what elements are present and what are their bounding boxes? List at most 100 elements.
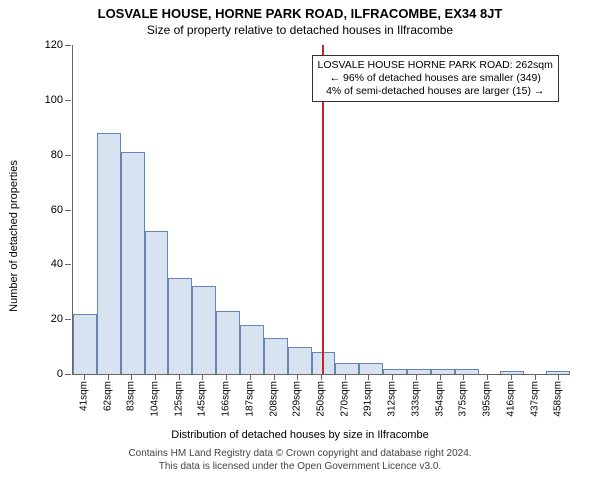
x-tick: 41sqm [72,375,96,417]
histogram-bar [264,338,288,374]
x-tick-mark [202,374,203,380]
x-tick: 312sqm [380,375,404,417]
histogram-bar [288,347,312,374]
histogram-bar [455,369,479,374]
x-tick: 250sqm [309,375,333,417]
footer-attribution: Contains HM Land Registry data © Crown c… [120,447,479,473]
histogram-bar [168,278,192,374]
x-tick-mark [226,374,227,380]
x-tick: 83sqm [119,375,143,417]
y-tick-label: 40 [51,258,63,270]
x-tick-mark [440,374,441,380]
x-tick: 354sqm [428,375,452,417]
callout-line-3: 4% of semi-detached houses are larger (1… [318,85,553,98]
x-ticks-group: 41sqm 62sqm 83sqm 104sqm 125sqm 145sqm 166sqm 1… [72,375,570,417]
y-tick-label: 60 [51,204,63,216]
x-tick: 187sqm [238,375,262,417]
x-tick-label: 83sqm [126,381,137,411]
y-axis-label: Number of detached properties [8,160,20,312]
histogram-bar [240,325,264,374]
x-tick-mark [321,374,322,380]
x-tick: 333sqm [404,375,428,417]
y-tick [65,155,71,156]
x-tick-label: 291sqm [363,381,374,417]
x-tick-label: 166sqm [221,381,232,417]
x-tick-mark [155,374,156,380]
x-tick: 125sqm [167,375,191,417]
x-tick-label: 395sqm [482,381,493,417]
y-tick-label: 20 [51,313,63,325]
x-tick-label: 416sqm [505,381,516,417]
x-tick-mark [179,374,180,380]
histogram-bar [359,363,383,374]
histogram-bar [500,371,524,374]
x-tick-label: 270sqm [339,381,350,417]
y-tick [65,264,71,265]
x-tick: 104sqm [143,375,167,417]
histogram-bar [73,314,97,374]
histogram-bar [407,369,431,374]
callout-box: LOSVALE HOUSE HORNE PARK ROAD: 262sqm ← … [312,55,559,102]
x-tick-label: 437sqm [529,381,540,417]
x-tick-label: 208sqm [268,381,279,417]
x-tick: 375sqm [452,375,476,417]
x-tick-mark [297,374,298,380]
plot-area: LOSVALE HOUSE HORNE PARK ROAD: 262sqm ← … [72,45,570,375]
x-tick-mark [274,374,275,380]
x-tick-mark [463,374,464,380]
y-tick [65,210,71,211]
footer-line-2: This data is licensed under the Open Gov… [128,460,471,473]
callout-line-1: LOSVALE HOUSE HORNE PARK ROAD: 262sqm [318,59,553,72]
y-tick [65,100,71,101]
x-tick-mark [131,374,132,380]
x-tick-label: 354sqm [434,381,445,417]
x-tick-mark [84,374,85,380]
y-tick [65,374,71,375]
x-tick: 437sqm [523,375,547,417]
y-tick [65,45,71,46]
x-tick-label: 41sqm [78,381,89,411]
x-tick-mark [345,374,346,380]
histogram-bar [312,352,336,374]
x-tick: 229sqm [285,375,309,417]
histogram-bar [121,152,145,374]
x-tick: 166sqm [214,375,238,417]
chart-subtitle: Size of property relative to detached ho… [147,23,453,37]
x-tick: 62sqm [96,375,120,417]
x-tick: 208sqm [262,375,286,417]
histogram-bar [383,369,407,374]
x-tick-label: 458sqm [553,381,564,417]
x-tick-mark [392,374,393,380]
x-tick-mark [416,374,417,380]
y-tick [65,319,71,320]
footer-line-1: Contains HM Land Registry data © Crown c… [128,447,471,460]
y-tick-label: 120 [45,39,63,51]
x-tick-label: 187sqm [244,381,255,417]
y-tick-label: 100 [45,94,63,106]
x-tick-mark [108,374,109,380]
y-tick-label: 0 [57,368,63,380]
chart-container: Number of detached properties LOSVALE HO… [20,41,580,431]
x-tick-label: 312sqm [387,381,398,417]
histogram-bar [216,311,240,374]
x-tick-label: 250sqm [316,381,327,417]
x-tick: 395sqm [475,375,499,417]
x-tick-mark [558,374,559,380]
histogram-bar [192,286,216,374]
callout-line-2: ← 96% of detached houses are smaller (34… [318,72,553,85]
y-tick-label: 80 [51,149,63,161]
chart-title: LOSVALE HOUSE, HORNE PARK ROAD, ILFRACOM… [98,6,503,21]
x-tick-label: 229sqm [292,381,303,417]
x-tick: 291sqm [357,375,381,417]
histogram-bar [97,133,121,374]
x-tick-label: 104sqm [150,381,161,417]
x-tick-mark [535,374,536,380]
histogram-bar [335,363,359,374]
x-tick-label: 145sqm [197,381,208,417]
x-tick-label: 125sqm [173,381,184,417]
x-tick-label: 333sqm [410,381,421,417]
x-tick-mark [368,374,369,380]
x-tick: 145sqm [191,375,215,417]
x-tick-mark [511,374,512,380]
x-tick-mark [250,374,251,380]
